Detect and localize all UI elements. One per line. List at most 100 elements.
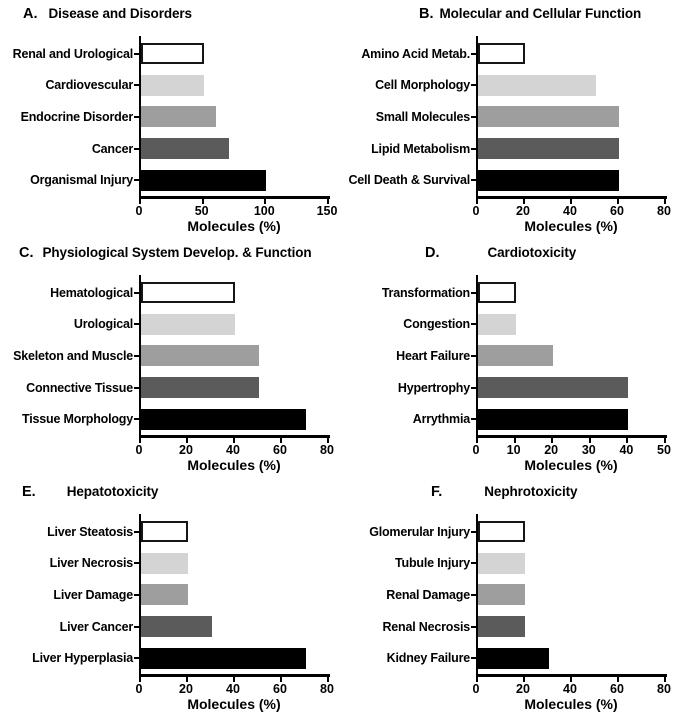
y-tick xyxy=(471,354,476,357)
y-tick xyxy=(471,323,476,326)
panel-title: Nephrotoxicity xyxy=(484,484,578,499)
bar-a-1 xyxy=(141,74,204,96)
panel-a: A. Disease and Disorders Renal and Urologi… xyxy=(0,0,338,239)
bar-e-3 xyxy=(141,616,212,638)
x-tick-label: 40 xyxy=(619,443,634,457)
x-tick xyxy=(280,438,282,443)
bar-row: Tubule Injury xyxy=(337,548,675,580)
y-tick xyxy=(471,52,476,55)
x-tick-label: 80 xyxy=(320,682,334,696)
y-tick xyxy=(471,115,476,118)
y-tick xyxy=(134,147,139,150)
panel-title: Hepatotoxicity xyxy=(66,484,159,499)
panel-title-row: D. Cardiotoxicity xyxy=(337,245,675,261)
category-label: Urological xyxy=(73,317,133,332)
x-tick-label: 50 xyxy=(657,443,671,457)
x-tick-label: 20 xyxy=(544,443,559,457)
x-tick xyxy=(327,438,329,443)
category-label: Hypertrophy xyxy=(397,380,470,395)
category-label: Liver Necrosis xyxy=(49,556,134,571)
bar-row: Liver Hyperplasia xyxy=(0,642,337,674)
bar-row: Heart Failure xyxy=(337,340,675,372)
bar-a-0 xyxy=(141,43,204,65)
bar-a-4 xyxy=(141,169,267,191)
bar-c-0 xyxy=(141,282,235,304)
bar-b-3 xyxy=(478,138,619,160)
y-axis xyxy=(476,36,478,197)
y-tick xyxy=(471,386,476,389)
y-tick xyxy=(134,418,139,421)
category-label: Liver Cancer xyxy=(59,619,134,634)
category-label: Connective Tissue xyxy=(26,380,133,395)
x-tick xyxy=(201,199,204,204)
x-tick xyxy=(280,677,282,682)
x-tick xyxy=(617,677,619,682)
y-tick xyxy=(134,84,139,87)
x-tick-label: 20 xyxy=(179,443,193,457)
category-label: Transformation xyxy=(381,285,470,300)
bar-c-1 xyxy=(141,313,235,335)
y-tick xyxy=(471,179,476,182)
x-tick xyxy=(264,199,267,204)
x-tick-label: 150 xyxy=(316,204,338,218)
x-tick xyxy=(186,677,188,682)
x-axis xyxy=(139,674,330,677)
y-tick xyxy=(471,657,476,660)
category-label: Arrythmia xyxy=(412,412,470,427)
category-label: Liver Hyperplasia xyxy=(32,651,133,666)
x-tick-label: 0 xyxy=(135,443,143,457)
panel-title-row: C. Physiological System Develop. & Functi… xyxy=(0,245,337,261)
category-label: Renal Necrosis xyxy=(382,619,470,634)
category-label: Lipid Metabolism xyxy=(371,141,470,156)
bar-row: Liver Necrosis xyxy=(0,548,337,580)
panel-letter: C. xyxy=(19,245,34,261)
bar-row: Urological xyxy=(0,309,337,341)
category-label: Renal and Urological xyxy=(12,46,134,61)
x-tick-label: 40 xyxy=(226,682,240,696)
bar-a-2 xyxy=(141,106,217,128)
x-tick xyxy=(588,438,591,443)
x-tick-label: 0 xyxy=(472,443,480,457)
bar-row: Arrythmia xyxy=(337,403,675,435)
bar-row: Cell Death & Survival xyxy=(337,164,675,196)
category-label: Hematological xyxy=(50,285,133,300)
x-tick-label: 60 xyxy=(610,682,624,696)
x-tick-label: 60 xyxy=(610,204,624,218)
panel-title: Cardiotoxicity xyxy=(487,245,577,260)
bar-row: Endocrine Disorder xyxy=(0,101,337,133)
y-tick xyxy=(471,562,476,565)
bar-row: Cardiovescular xyxy=(0,70,337,102)
x-axis xyxy=(476,435,667,438)
y-axis xyxy=(476,514,478,675)
x-axis-title: Molecules (%) xyxy=(187,696,281,712)
bar-c-2 xyxy=(141,345,259,367)
y-tick xyxy=(471,530,476,533)
x-tick xyxy=(139,438,141,443)
y-tick xyxy=(134,562,139,565)
category-label: Liver Damage xyxy=(53,587,133,602)
x-tick xyxy=(476,677,478,682)
y-tick xyxy=(134,179,139,182)
y-tick xyxy=(134,625,139,628)
category-label: Liver Steatosis xyxy=(47,524,133,539)
bar-f-2 xyxy=(478,584,525,606)
x-axis xyxy=(476,196,667,199)
category-label: Endocrine Disorder xyxy=(20,109,134,124)
y-tick xyxy=(134,657,139,660)
y-tick xyxy=(134,323,139,326)
y-tick xyxy=(471,147,476,150)
bar-row: Connective Tissue xyxy=(0,372,337,404)
panel-title-row: A. Disease and Disorders xyxy=(0,6,337,22)
panel-f: F. Nephrotoxicity Glomerular Injury Tubule … xyxy=(337,478,675,716)
x-axis-title: Molecules (%) xyxy=(187,457,281,473)
bar-b-2 xyxy=(478,106,619,128)
category-label: Cell Morphology xyxy=(375,78,470,93)
panel-letter: B. xyxy=(419,6,434,22)
x-axis-title: Molecules (%) xyxy=(524,457,618,473)
x-tick xyxy=(570,199,572,204)
y-axis xyxy=(476,275,478,436)
bar-row: Small Molecules xyxy=(337,101,675,133)
category-label: Cancer xyxy=(91,141,133,156)
x-tick xyxy=(327,677,329,682)
bar-b-0 xyxy=(478,43,525,65)
